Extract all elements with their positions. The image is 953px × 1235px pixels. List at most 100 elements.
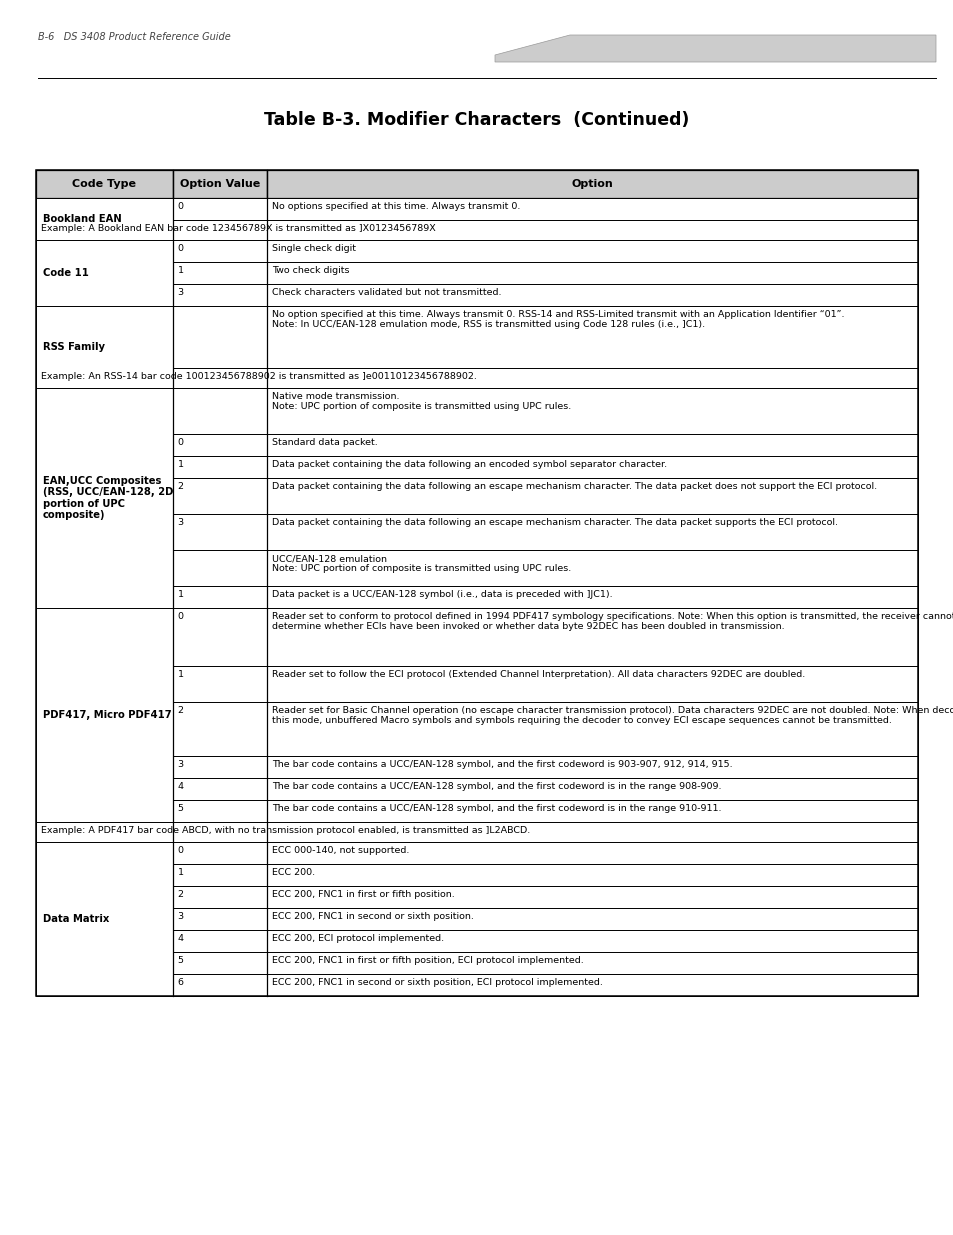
Bar bbox=[36, 608, 172, 823]
Text: Example: A PDF417 bar code ABCD, with no transmission protocol enabled, is trans: Example: A PDF417 bar code ABCD, with no… bbox=[41, 826, 530, 835]
Text: The bar code contains a UCC/EAN-128 symbol, and the first codeword is 903-907, 9: The bar code contains a UCC/EAN-128 symb… bbox=[272, 760, 732, 769]
Text: The bar code contains a UCC/EAN-128 symbol, and the first codeword is in the ran: The bar code contains a UCC/EAN-128 symb… bbox=[272, 782, 720, 790]
Bar bbox=[172, 778, 267, 800]
Text: 5: 5 bbox=[177, 804, 184, 813]
Bar bbox=[172, 666, 267, 701]
Bar bbox=[267, 778, 917, 800]
Text: Single check digit: Single check digit bbox=[272, 245, 355, 253]
Text: RSS Family: RSS Family bbox=[43, 342, 105, 352]
Bar bbox=[267, 908, 917, 930]
Bar bbox=[172, 800, 267, 823]
Bar bbox=[172, 701, 267, 756]
Text: Two check digits: Two check digits bbox=[272, 266, 349, 275]
Text: 4: 4 bbox=[177, 934, 184, 944]
Text: The bar code contains a UCC/EAN-128 symbol, and the first codeword is in the ran: The bar code contains a UCC/EAN-128 symb… bbox=[272, 804, 720, 813]
Bar bbox=[267, 885, 917, 908]
Bar bbox=[36, 368, 917, 388]
Text: Check characters validated but not transmitted.: Check characters validated but not trans… bbox=[272, 288, 501, 296]
Text: PDF417, Micro PDF417: PDF417, Micro PDF417 bbox=[43, 710, 172, 720]
Text: 6: 6 bbox=[177, 978, 184, 987]
Text: B-6   DS 3408 Product Reference Guide: B-6 DS 3408 Product Reference Guide bbox=[38, 32, 231, 42]
Text: ECC 200.: ECC 200. bbox=[272, 868, 314, 877]
Bar bbox=[267, 952, 917, 974]
Text: 1: 1 bbox=[177, 590, 184, 599]
Bar bbox=[172, 550, 267, 585]
Bar bbox=[172, 864, 267, 885]
Text: Data packet containing the data following an encoded symbol separator character.: Data packet containing the data followin… bbox=[272, 459, 666, 469]
Bar bbox=[36, 240, 172, 306]
Text: ECC 200, FNC1 in first or fifth position.: ECC 200, FNC1 in first or fifth position… bbox=[272, 890, 455, 899]
Text: ECC 200, FNC1 in second or sixth position.: ECC 200, FNC1 in second or sixth positio… bbox=[272, 911, 474, 921]
Text: 0: 0 bbox=[177, 245, 184, 253]
Bar bbox=[172, 756, 267, 778]
Text: Code 11: Code 11 bbox=[43, 268, 89, 278]
Bar bbox=[172, 514, 267, 550]
Bar bbox=[267, 306, 917, 368]
Text: Example: A Bookland EAN bar code 123456789X is transmitted as ]X0123456789X: Example: A Bookland EAN bar code 1234567… bbox=[41, 224, 436, 233]
Bar bbox=[172, 198, 267, 220]
Bar bbox=[172, 284, 267, 306]
Text: 1: 1 bbox=[177, 868, 184, 877]
Bar bbox=[172, 388, 267, 433]
Bar bbox=[172, 433, 267, 456]
Text: 3: 3 bbox=[177, 517, 184, 527]
Bar bbox=[36, 170, 917, 995]
Bar bbox=[172, 908, 267, 930]
Bar bbox=[267, 240, 917, 262]
Text: 2: 2 bbox=[177, 706, 184, 715]
Text: 1: 1 bbox=[177, 459, 184, 469]
Text: Example: An RSS-14 bar code 100123456788902 is transmitted as ]e0011012345678890: Example: An RSS-14 bar code 100123456788… bbox=[41, 372, 476, 382]
Bar bbox=[267, 974, 917, 995]
Bar bbox=[267, 170, 917, 198]
Polygon shape bbox=[495, 35, 935, 62]
Bar bbox=[172, 478, 267, 514]
Text: Bookland EAN: Bookland EAN bbox=[43, 214, 122, 224]
Bar bbox=[267, 864, 917, 885]
Text: Data packet is a UCC/EAN-128 symbol (i.e., data is preceded with ]JC1).: Data packet is a UCC/EAN-128 symbol (i.e… bbox=[272, 590, 612, 599]
Bar bbox=[172, 842, 267, 864]
Text: Option: Option bbox=[571, 179, 613, 189]
Text: Reader set to conform to protocol defined in 1994 PDF417 symbology specification: Reader set to conform to protocol define… bbox=[272, 613, 953, 631]
Text: Data packet containing the data following an escape mechanism character. The dat: Data packet containing the data followin… bbox=[272, 482, 877, 492]
Bar bbox=[172, 974, 267, 995]
Bar bbox=[172, 952, 267, 974]
Text: 3: 3 bbox=[177, 911, 184, 921]
Bar bbox=[267, 456, 917, 478]
Bar bbox=[172, 608, 267, 666]
Bar bbox=[267, 550, 917, 585]
Bar bbox=[267, 930, 917, 952]
Text: Option Value: Option Value bbox=[179, 179, 260, 189]
Bar bbox=[267, 608, 917, 666]
Bar bbox=[267, 433, 917, 456]
Bar bbox=[172, 885, 267, 908]
Text: Data packet containing the data following an escape mechanism character. The dat: Data packet containing the data followin… bbox=[272, 517, 837, 527]
Bar bbox=[172, 170, 267, 198]
Bar bbox=[267, 585, 917, 608]
Bar bbox=[36, 170, 172, 198]
Bar bbox=[36, 198, 172, 240]
Bar bbox=[172, 306, 267, 368]
Text: 5: 5 bbox=[177, 956, 184, 965]
Bar bbox=[172, 585, 267, 608]
Text: 2: 2 bbox=[177, 482, 184, 492]
Text: 3: 3 bbox=[177, 288, 184, 296]
Text: 0: 0 bbox=[177, 203, 184, 211]
Text: ECC 000-140, not supported.: ECC 000-140, not supported. bbox=[272, 846, 409, 855]
Bar bbox=[267, 666, 917, 701]
Text: No option specified at this time. Always transmit 0. RSS-14 and RSS-Limited tran: No option specified at this time. Always… bbox=[272, 310, 843, 330]
Text: EAN,UCC Composites
(RSS, UCC/EAN-128, 2D
portion of UPC
composite): EAN,UCC Composites (RSS, UCC/EAN-128, 2D… bbox=[43, 475, 173, 520]
Bar bbox=[172, 930, 267, 952]
Text: 1: 1 bbox=[177, 266, 184, 275]
Bar bbox=[172, 262, 267, 284]
Text: UCC/EAN-128 emulation
Note: UPC portion of composite is transmitted using UPC ru: UCC/EAN-128 emulation Note: UPC portion … bbox=[272, 555, 571, 573]
Bar bbox=[267, 800, 917, 823]
Text: Reader set for Basic Channel operation (no escape character transmission protoco: Reader set for Basic Channel operation (… bbox=[272, 706, 953, 725]
Bar bbox=[36, 842, 172, 995]
Text: ECC 200, FNC1 in first or fifth position, ECI protocol implemented.: ECC 200, FNC1 in first or fifth position… bbox=[272, 956, 583, 965]
Bar bbox=[267, 842, 917, 864]
Bar bbox=[267, 756, 917, 778]
Text: Table B-3. Modifier Characters  (Continued): Table B-3. Modifier Characters (Continue… bbox=[264, 111, 689, 128]
Text: No options specified at this time. Always transmit 0.: No options specified at this time. Alway… bbox=[272, 203, 520, 211]
Bar bbox=[267, 478, 917, 514]
Bar bbox=[267, 284, 917, 306]
